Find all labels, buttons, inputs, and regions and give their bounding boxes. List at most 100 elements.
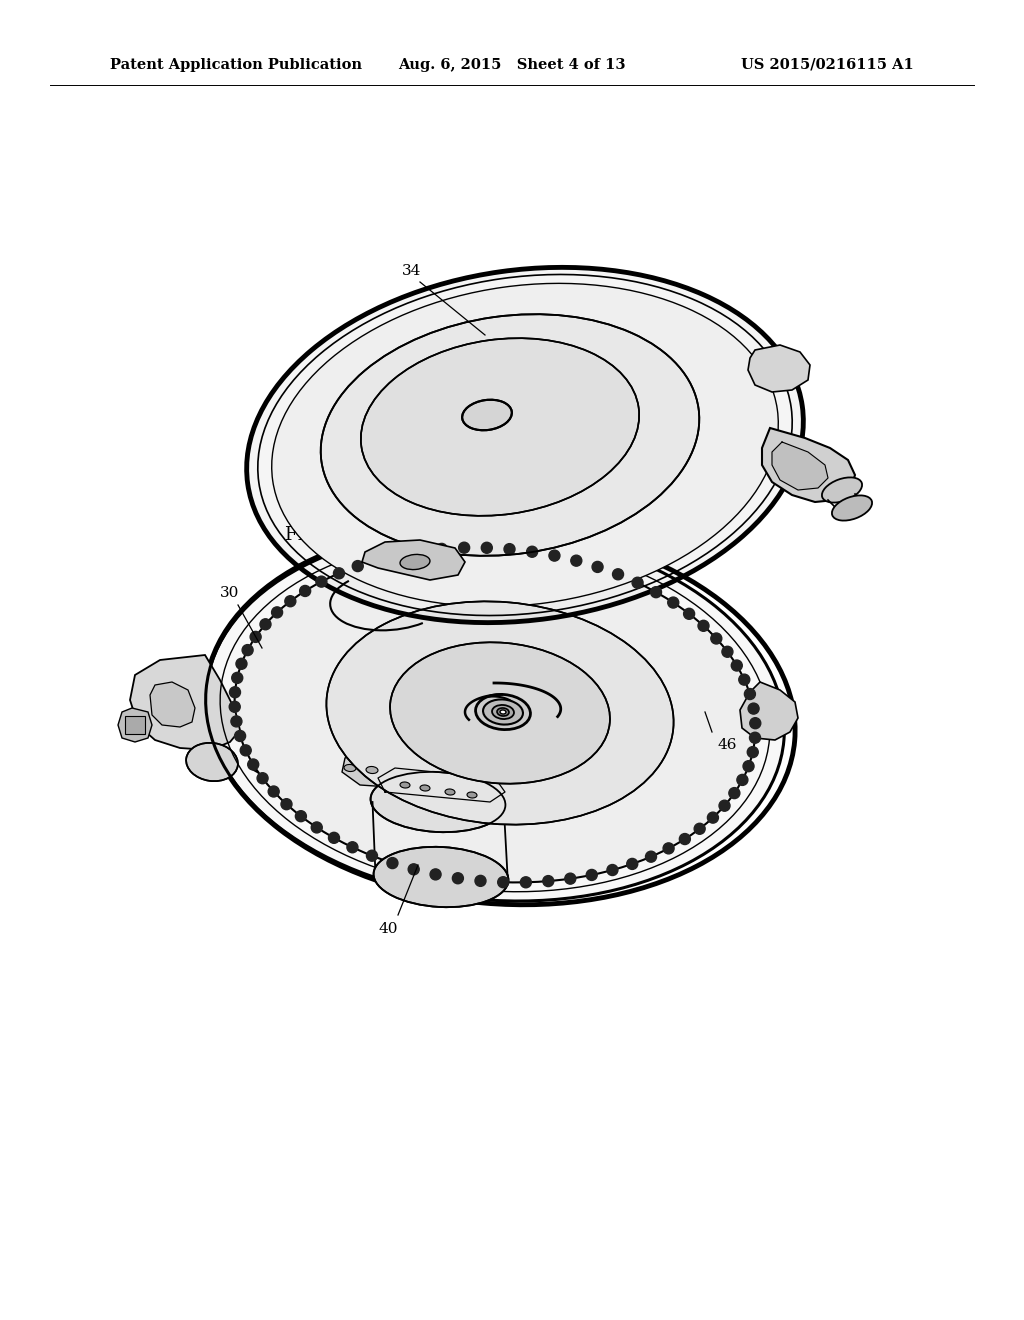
Circle shape [475,875,486,886]
Ellipse shape [445,789,455,795]
Circle shape [612,569,624,579]
Circle shape [737,775,748,785]
Polygon shape [378,768,505,803]
Circle shape [231,672,243,684]
Circle shape [257,772,268,784]
Circle shape [311,822,323,833]
Text: 30: 30 [220,586,240,601]
Circle shape [387,858,398,869]
Circle shape [684,609,694,619]
Circle shape [744,689,756,700]
Circle shape [260,619,271,630]
Circle shape [520,876,531,888]
Circle shape [372,554,383,565]
Circle shape [316,576,327,587]
Ellipse shape [390,643,610,784]
Ellipse shape [467,792,477,799]
Circle shape [250,631,261,643]
Circle shape [719,800,730,812]
Circle shape [607,865,617,875]
Ellipse shape [247,268,804,623]
Circle shape [650,586,662,598]
Circle shape [750,733,761,743]
Text: FIG. 4: FIG. 4 [285,525,341,544]
Ellipse shape [206,529,784,902]
Ellipse shape [400,554,430,570]
Ellipse shape [186,743,238,781]
Ellipse shape [497,708,509,715]
Ellipse shape [234,548,756,882]
Circle shape [248,759,259,770]
Circle shape [234,730,246,742]
Circle shape [722,647,733,657]
Circle shape [743,760,754,772]
Circle shape [268,785,280,797]
Circle shape [749,704,759,714]
Circle shape [698,620,709,631]
Circle shape [526,546,538,557]
Circle shape [632,577,643,589]
Circle shape [750,718,761,729]
Ellipse shape [831,495,872,520]
Circle shape [668,597,679,609]
Ellipse shape [462,400,512,430]
Text: US 2015/0216115 A1: US 2015/0216115 A1 [741,58,914,73]
Polygon shape [748,345,810,392]
Circle shape [334,568,344,578]
Circle shape [748,747,758,758]
Circle shape [549,550,560,561]
Text: 40: 40 [378,921,397,936]
Circle shape [711,634,722,644]
Circle shape [543,875,554,887]
Circle shape [731,660,742,671]
Circle shape [300,586,310,597]
Circle shape [295,810,306,822]
Circle shape [436,544,447,554]
Ellipse shape [360,338,639,516]
Text: 34: 34 [402,264,422,279]
Polygon shape [250,742,730,800]
Ellipse shape [492,705,514,719]
Ellipse shape [374,847,509,907]
Ellipse shape [271,284,778,607]
Text: Patent Application Publication: Patent Application Publication [110,58,362,73]
Circle shape [242,644,253,656]
Circle shape [229,701,241,713]
Ellipse shape [344,764,356,771]
Circle shape [229,686,241,698]
Ellipse shape [500,710,506,714]
Polygon shape [362,540,465,579]
Circle shape [694,824,706,834]
Circle shape [586,870,597,880]
Ellipse shape [400,781,410,788]
Circle shape [679,833,690,845]
Circle shape [271,607,283,618]
Circle shape [285,595,296,607]
Circle shape [367,850,378,861]
Circle shape [329,833,340,843]
Circle shape [409,863,419,875]
Circle shape [565,873,575,884]
Circle shape [415,546,425,557]
Ellipse shape [321,314,699,556]
Circle shape [592,561,603,573]
Circle shape [453,873,464,884]
Polygon shape [762,428,855,502]
FancyBboxPatch shape [125,715,145,734]
Circle shape [393,549,403,561]
Polygon shape [342,748,580,799]
Circle shape [664,843,674,854]
Circle shape [504,544,515,554]
Ellipse shape [822,478,862,503]
Circle shape [570,556,582,566]
Circle shape [347,842,358,853]
Ellipse shape [475,694,530,730]
Circle shape [498,876,509,888]
Polygon shape [740,682,798,741]
Ellipse shape [366,767,378,774]
Circle shape [352,561,364,572]
Ellipse shape [327,602,674,825]
Polygon shape [150,682,195,727]
Polygon shape [772,442,828,490]
Circle shape [430,869,441,880]
